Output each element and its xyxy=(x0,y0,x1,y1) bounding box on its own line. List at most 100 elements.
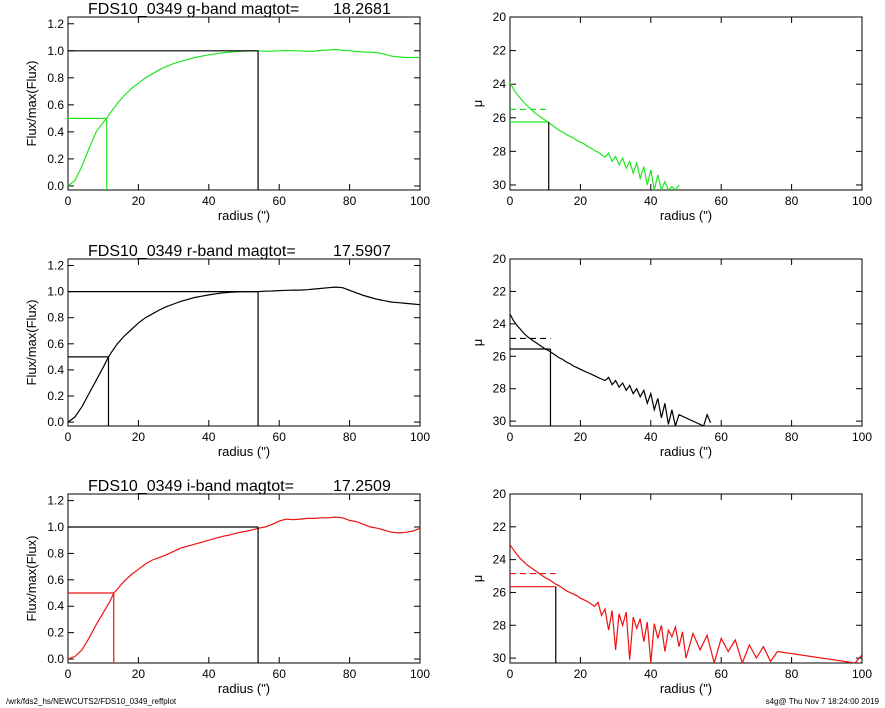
plot-frame xyxy=(509,16,863,191)
x-axis-label: radius (") xyxy=(218,681,270,696)
y-tick-label: 20 xyxy=(493,487,507,501)
x-tick-label: 40 xyxy=(644,667,658,681)
series-line-g xyxy=(510,82,680,190)
plot-frame xyxy=(509,258,863,427)
y-tick-label: 22 xyxy=(493,520,507,534)
y-tick-label: 1.0 xyxy=(47,520,64,534)
y-axis-label: Flux/max(Flux) xyxy=(24,61,39,147)
y-tick-label: 1.2 xyxy=(47,494,64,508)
plot-area xyxy=(68,516,420,663)
y-axis-label: μ xyxy=(470,575,485,583)
x-tick-label: 40 xyxy=(202,194,216,208)
y-axis-label: Flux/max(Flux) xyxy=(24,536,39,622)
plot-area xyxy=(510,82,680,190)
y-tick-label: 0.0 xyxy=(47,652,64,666)
panel-i-surface-brightness: 0 20 40 60 80 100 20 22 24 26 28 30 radius (") μ xyxy=(470,487,872,696)
x-tick-label: 0 xyxy=(65,430,72,444)
y-tick-label: 28 xyxy=(493,382,507,396)
x-tick-label: 80 xyxy=(343,667,357,681)
chart-title: FDS10_0349 i-band magtot= xyxy=(88,478,294,495)
y-tick-label: 0.4 xyxy=(47,363,64,377)
panel-i-growth-curve: 0 20 40 60 80 100 0.0 0.2 0.4 0.6 0.8 1.0 1.2 radius … xyxy=(24,478,430,696)
x-axis-label: radius (") xyxy=(218,208,270,223)
x-tick-label: 80 xyxy=(785,194,799,208)
y-tick-label: 20 xyxy=(493,252,507,266)
x-tick-label: 0 xyxy=(65,667,72,681)
y-tick-label: 1.0 xyxy=(47,44,64,58)
x-tick-label: 40 xyxy=(202,430,216,444)
y-tick-label: 1.0 xyxy=(47,285,64,299)
plot-frame xyxy=(67,493,421,664)
panel-g-surface-brightness: 0 20 40 60 80 100 20 22 24 26 28 30 radius (") μ xyxy=(470,10,872,223)
x-tick-label: 20 xyxy=(574,194,588,208)
y-axis-label: μ xyxy=(470,339,485,347)
x-tick-label: 80 xyxy=(785,430,799,444)
x-axis-label: radius (") xyxy=(218,444,270,459)
chart-title: FDS10_0349 g-band magtot= xyxy=(88,1,299,18)
panel-r-surface-brightness: 0 20 40 60 80 100 20 22 24 26 28 30 radius (") μ xyxy=(470,252,872,459)
magtot-value: 18.2681 xyxy=(333,1,391,18)
x-tick-label: 80 xyxy=(343,430,357,444)
footer-timestamp: s4g@ Thu Nov 7 18:24:00 2019 xyxy=(765,697,879,706)
y-tick-label: 0.6 xyxy=(47,337,64,351)
x-tick-label: 20 xyxy=(132,194,146,208)
y-tick-label: 1.2 xyxy=(47,259,64,273)
y-tick-label: 0.6 xyxy=(47,98,64,112)
x-tick-label: 100 xyxy=(410,430,430,444)
y-tick-label: 22 xyxy=(493,284,507,298)
y-tick-label: 1.2 xyxy=(47,17,64,31)
x-tick-label: 40 xyxy=(644,194,658,208)
x-tick-label: 40 xyxy=(202,667,216,681)
y-tick-label: 0.2 xyxy=(47,626,64,640)
x-tick-label: 0 xyxy=(507,667,514,681)
x-tick-label: 60 xyxy=(273,430,287,444)
series-line-g xyxy=(68,48,420,187)
x-tick-label: 100 xyxy=(410,667,430,681)
y-tick-label: 0.0 xyxy=(47,415,64,429)
magtot-value: 17.5907 xyxy=(333,243,391,260)
y-tick-label: 28 xyxy=(493,144,507,158)
series-line-r xyxy=(510,313,712,426)
series-line-i xyxy=(510,544,862,663)
series-line-r xyxy=(68,286,420,423)
y-tick-label: 0.0 xyxy=(47,179,64,193)
x-tick-label: 100 xyxy=(852,667,872,681)
x-tick-label: 0 xyxy=(65,194,72,208)
plot-area xyxy=(68,48,420,190)
x-tick-label: 80 xyxy=(785,667,799,681)
x-tick-label: 20 xyxy=(574,667,588,681)
y-tick-label: 28 xyxy=(493,618,507,632)
y-axis-label: Flux/max(Flux) xyxy=(24,300,39,386)
y-tick-label: 24 xyxy=(493,553,507,567)
y-tick-label: 0.8 xyxy=(47,311,64,325)
x-tick-label: 100 xyxy=(852,430,872,444)
x-tick-label: 0 xyxy=(507,194,514,208)
y-tick-label: 26 xyxy=(493,111,507,125)
x-tick-label: 60 xyxy=(273,667,287,681)
panel-r-growth-curve: 0 20 40 60 80 100 0.0 0.2 0.4 0.6 0.8 1.0 1.2 radius … xyxy=(24,243,430,459)
y-tick-label: 30 xyxy=(493,651,507,665)
x-tick-label: 60 xyxy=(715,194,729,208)
footer-path: /wrk/fds2_hs/NEWCUTS2/FDS10_0349_reffplo… xyxy=(6,697,177,706)
x-axis-label: radius (") xyxy=(660,208,712,223)
x-tick-label: 60 xyxy=(715,667,729,681)
y-tick-label: 24 xyxy=(493,77,507,91)
magtot-value: 17.2509 xyxy=(333,478,391,495)
x-tick-label: 20 xyxy=(132,667,146,681)
plot-frame xyxy=(67,258,421,427)
y-tick-label: 0.8 xyxy=(47,546,64,560)
x-tick-label: 20 xyxy=(132,430,146,444)
y-tick-label: 0.6 xyxy=(47,573,64,587)
x-tick-label: 60 xyxy=(273,194,287,208)
series-line-i xyxy=(68,516,420,660)
y-tick-label: 0.8 xyxy=(47,71,64,85)
x-tick-label: 80 xyxy=(343,194,357,208)
y-tick-label: 0.4 xyxy=(47,125,64,139)
x-tick-label: 100 xyxy=(410,194,430,208)
x-tick-label: 20 xyxy=(574,430,588,444)
y-tick-label: 20 xyxy=(493,10,507,24)
y-tick-label: 26 xyxy=(493,349,507,363)
x-axis-label: radius (") xyxy=(660,444,712,459)
y-tick-label: 30 xyxy=(493,178,507,192)
